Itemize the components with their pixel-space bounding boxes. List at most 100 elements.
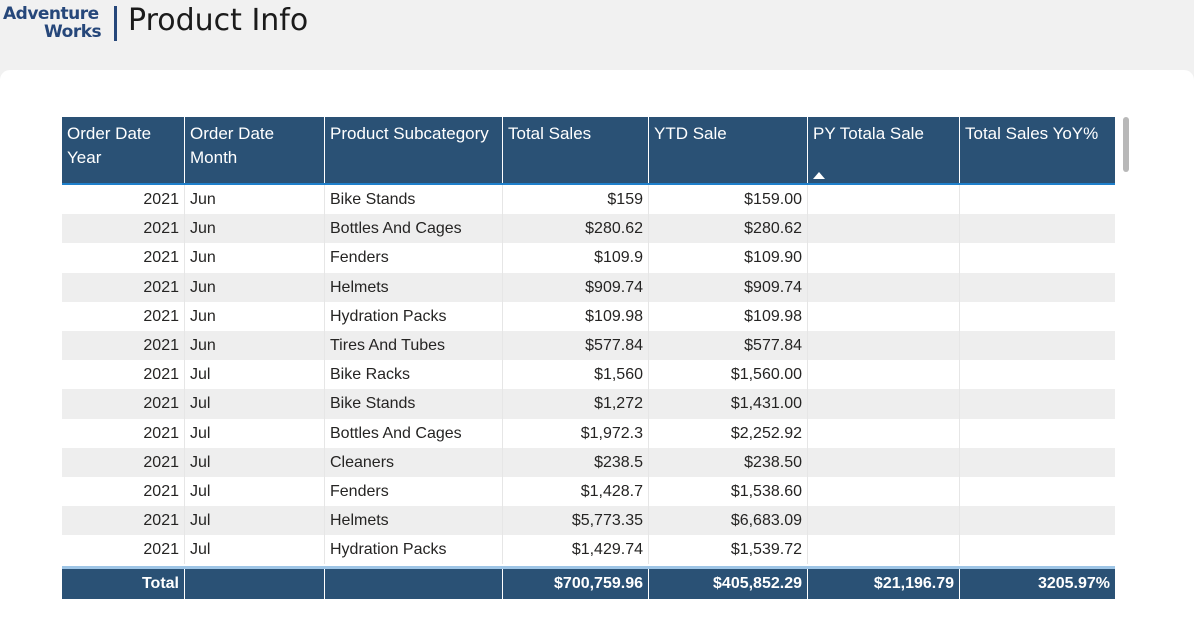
cell-subcategory: Fenders bbox=[325, 243, 503, 273]
cell-yoy-pct bbox=[960, 360, 1115, 389]
column-header-product-subcategory[interactable]: Product Subcategory bbox=[325, 117, 503, 183]
column-header-total-sales-yoy[interactable]: Total Sales YoY% bbox=[960, 117, 1115, 183]
table-body: 2021 Jun Bike Stands $159 $159.00 2021 Jun Bott… bbox=[62, 185, 1115, 565]
cell-year: 2021 bbox=[62, 301, 185, 331]
cell-yoy-pct bbox=[960, 214, 1115, 243]
page-title: Product Info bbox=[128, 3, 309, 38]
cell-total-sales: $238.5 bbox=[503, 447, 649, 477]
cell-total-sales: $1,428.7 bbox=[503, 476, 649, 507]
cell-py-total-sale bbox=[808, 360, 960, 390]
column-header-label: Order Date Year bbox=[67, 124, 152, 167]
cell-year: 2021 bbox=[62, 185, 185, 215]
table-row[interactable]: 2021 Jun Bottles And Cages $280.62 $280.62 bbox=[62, 214, 1115, 244]
column-header-label: Order Date Month bbox=[190, 124, 275, 167]
cell-total-sales: $5,773.35 bbox=[503, 506, 649, 536]
column-header-order-date-year[interactable]: Order Date Year bbox=[62, 117, 185, 183]
cell-yoy-pct bbox=[960, 506, 1115, 535]
total-cell-empty bbox=[185, 569, 325, 600]
product-table: Order Date Year Order Date Month Product… bbox=[62, 117, 1115, 600]
cell-py-total-sale bbox=[808, 301, 960, 331]
cell-year: 2021 bbox=[62, 330, 185, 361]
cell-py-total-sale bbox=[808, 243, 960, 273]
table-row[interactable]: 2021 Jun Tires And Tubes $577.84 $577.84 bbox=[62, 330, 1115, 361]
cell-ytd-sale: $1,538.60 bbox=[649, 476, 808, 507]
cell-subcategory: Tires And Tubes bbox=[325, 330, 503, 361]
table-row[interactable]: 2021 Jul Fenders $1,428.7 $1,538.60 bbox=[62, 476, 1115, 507]
cell-month: Jul bbox=[185, 389, 325, 419]
table-row[interactable]: 2021 Jul Cleaners $238.5 $238.50 bbox=[62, 447, 1115, 477]
cell-py-total-sale bbox=[808, 389, 960, 419]
cell-year: 2021 bbox=[62, 243, 185, 273]
cell-py-total-sale bbox=[808, 418, 960, 448]
cell-yoy-pct bbox=[960, 243, 1115, 272]
cell-ytd-sale: $6,683.09 bbox=[649, 506, 808, 536]
logo-divider bbox=[114, 6, 117, 41]
cell-month: Jul bbox=[185, 360, 325, 390]
cell-subcategory: Hydration Packs bbox=[325, 535, 503, 565]
cell-subcategory: Bottles And Cages bbox=[325, 418, 503, 448]
logo-text-line1: Adventure bbox=[3, 4, 99, 24]
cell-month: Jul bbox=[185, 447, 325, 477]
column-header-total-sales[interactable]: Total Sales bbox=[503, 117, 649, 183]
column-header-label: Total Sales bbox=[508, 124, 592, 143]
table-scrollbar[interactable] bbox=[1123, 117, 1129, 172]
cell-month: Jul bbox=[185, 418, 325, 448]
cell-year: 2021 bbox=[62, 418, 185, 448]
cell-yoy-pct bbox=[960, 419, 1115, 448]
adventure-works-logo: Adventure Works bbox=[3, 4, 103, 44]
table-row[interactable]: 2021 Jul Bike Racks $1,560 $1,560.00 bbox=[62, 360, 1115, 390]
column-header-py-total-sale[interactable]: PY Totala Sale bbox=[808, 117, 960, 183]
cell-ytd-sale: $159.00 bbox=[649, 185, 808, 215]
cell-year: 2021 bbox=[62, 506, 185, 536]
cell-month: Jun bbox=[185, 330, 325, 361]
cell-year: 2021 bbox=[62, 535, 185, 565]
cell-year: 2021 bbox=[62, 476, 185, 507]
cell-ytd-sale: $109.90 bbox=[649, 243, 808, 273]
cell-yoy-pct bbox=[960, 302, 1115, 331]
table-row[interactable]: 2021 Jul Helmets $5,773.35 $6,683.09 bbox=[62, 506, 1115, 536]
cell-subcategory: Bike Racks bbox=[325, 360, 503, 390]
table-total-row: Total $700,759.96 $405,852.29 $21,196.79… bbox=[62, 566, 1115, 600]
cell-total-sales: $159 bbox=[503, 185, 649, 215]
cell-month: Jun bbox=[185, 214, 325, 244]
cell-subcategory: Bike Stands bbox=[325, 185, 503, 215]
total-py-sale-value: $21,196.79 bbox=[808, 569, 960, 600]
cell-subcategory: Fenders bbox=[325, 476, 503, 507]
column-header-label: Product Subcategory bbox=[330, 124, 489, 143]
logo-text-line2: Works bbox=[44, 22, 102, 42]
cell-total-sales: $280.62 bbox=[503, 214, 649, 244]
column-header-label: Total Sales YoY% bbox=[965, 124, 1099, 143]
cell-py-total-sale bbox=[808, 476, 960, 507]
cell-ytd-sale: $909.74 bbox=[649, 272, 808, 302]
sort-ascending-icon[interactable] bbox=[813, 172, 825, 179]
cell-yoy-pct bbox=[960, 331, 1115, 360]
cell-yoy-pct bbox=[960, 477, 1115, 506]
cell-month: Jul bbox=[185, 476, 325, 507]
total-ytd-sale-value: $405,852.29 bbox=[649, 569, 808, 600]
cell-subcategory: Bike Stands bbox=[325, 389, 503, 419]
report-canvas: Order Date Year Order Date Month Product… bbox=[0, 70, 1194, 617]
table-row[interactable]: 2021 Jun Hydration Packs $109.98 $109.98 bbox=[62, 301, 1115, 331]
cell-year: 2021 bbox=[62, 360, 185, 390]
cell-yoy-pct bbox=[960, 448, 1115, 477]
cell-subcategory: Hydration Packs bbox=[325, 301, 503, 331]
table-row[interactable]: 2021 Jun Bike Stands $159 $159.00 bbox=[62, 185, 1115, 215]
table-row[interactable]: 2021 Jul Hydration Packs $1,429.74 $1,539.72 bbox=[62, 535, 1115, 565]
table-row[interactable]: 2021 Jun Helmets $909.74 $909.74 bbox=[62, 272, 1115, 302]
column-header-ytd-sale[interactable]: YTD Sale bbox=[649, 117, 808, 183]
cell-month: Jun bbox=[185, 185, 325, 215]
table-row[interactable]: 2021 Jul Bottles And Cages $1,972.3 $2,252.9… bbox=[62, 418, 1115, 448]
table-row[interactable]: 2021 Jun Fenders $109.9 $109.90 bbox=[62, 243, 1115, 273]
cell-ytd-sale: $280.62 bbox=[649, 214, 808, 244]
cell-py-total-sale bbox=[808, 185, 960, 215]
table-row[interactable]: 2021 Jul Bike Stands $1,272 $1,431.00 bbox=[62, 389, 1115, 419]
cell-ytd-sale: $2,252.92 bbox=[649, 418, 808, 448]
cell-year: 2021 bbox=[62, 389, 185, 419]
cell-total-sales: $109.98 bbox=[503, 301, 649, 331]
cell-ytd-sale: $1,560.00 bbox=[649, 360, 808, 390]
column-header-order-date-month[interactable]: Order Date Month bbox=[185, 117, 325, 183]
cell-subcategory: Helmets bbox=[325, 272, 503, 302]
cell-month: Jul bbox=[185, 535, 325, 565]
cell-year: 2021 bbox=[62, 214, 185, 244]
total-cell-empty bbox=[325, 569, 503, 600]
